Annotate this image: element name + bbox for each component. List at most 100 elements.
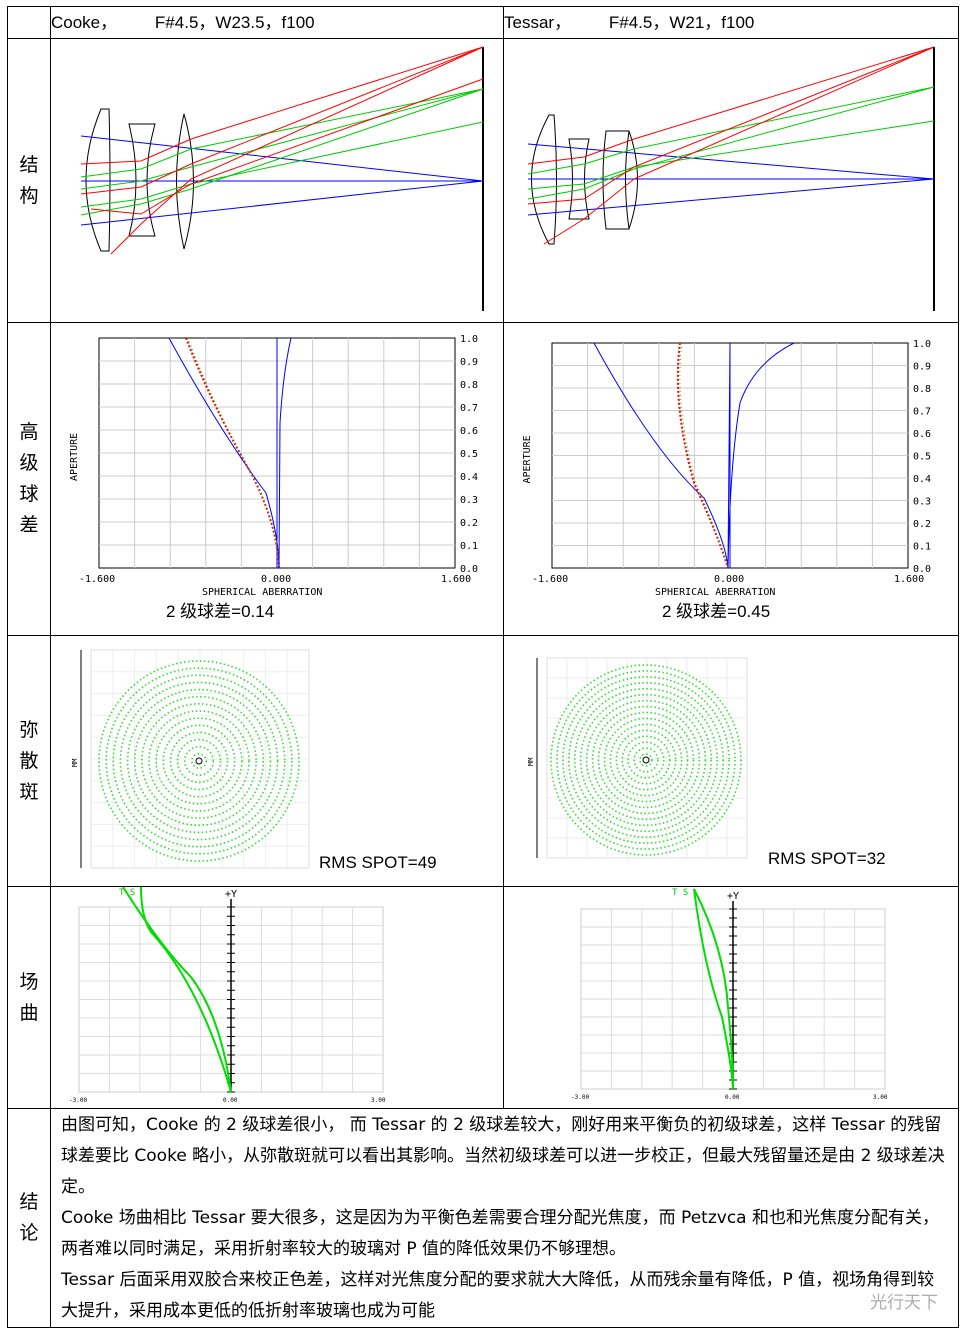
spot-ring (169, 731, 229, 791)
blue-curve (593, 342, 729, 569)
spot-ring (119, 681, 279, 841)
y-axis-label: APERTURE (69, 433, 80, 481)
sagittal-curve (693, 888, 734, 1090)
tangential-curve (122, 887, 232, 1093)
y-tick-label: 1.0 (460, 334, 478, 345)
spot-ring (597, 711, 695, 809)
y-tick-label: 0.2 (913, 519, 931, 530)
red-curve (676, 342, 729, 569)
watermark: 光行天下 (870, 1293, 938, 1313)
x-axis-label: SPHERICAL ABERRATION (655, 587, 775, 598)
tessar-lens-diagram (527, 46, 935, 311)
x-tick-label: 0.000 (261, 574, 291, 585)
cooke-spherical-caption: 2 级球差=0.14 (166, 602, 275, 621)
y-tick-label: 0.0 (460, 564, 478, 575)
spot-ring (627, 741, 665, 779)
spot-ring (162, 724, 236, 798)
y-tick-label: 0.7 (913, 407, 931, 418)
cooke-spherical-cell: 1.0 0.9 0.8 0.7 0.6 0.5 0.4 0.3 0.2 0.1 0.0 -1.600 0… (50, 322, 504, 636)
blue-curve (727, 342, 795, 569)
y-tick-label: 0.2 (460, 518, 478, 529)
x-tick-label: -3.00 (571, 1094, 589, 1101)
cooke-field-cell: +Y -3.00 0.00 3.00 T S (50, 886, 504, 1109)
row-label-char: 构 (19, 184, 39, 207)
spot-ring (573, 687, 719, 833)
row-label-char: 场 (19, 970, 39, 993)
row-label-char: 球 (19, 483, 39, 505)
y-tick-label: 1.0 (913, 339, 931, 350)
spot-ring (141, 703, 257, 819)
tangential-curve (693, 888, 734, 1090)
spot-ring (615, 729, 677, 791)
x-tick-label: 1.600 (441, 574, 471, 585)
row-label-spot: 弥 散 斑 (7, 635, 51, 887)
y-tick-label: 0.3 (460, 495, 478, 506)
spot-ring (550, 664, 742, 856)
tessar-spot-diagram: MM (527, 657, 748, 859)
y-tick-label: 0.6 (913, 429, 931, 440)
cooke-spot-diagram: MM (71, 649, 310, 869)
row-label-structure: 结 构 (7, 38, 51, 323)
row-label-char: 高 (19, 421, 39, 443)
x-tick-label: 1.600 (894, 574, 924, 585)
cooke-spot-cell: MM RMS SPOT=49 (50, 635, 504, 887)
tessar-field-cell: +Y -3.00 0.00 3.00 T S (503, 886, 959, 1109)
x-tick-label: 3.00 (873, 1094, 888, 1101)
y-tick-label: 0.8 (460, 380, 478, 391)
x-tick-label: 0.000 (714, 574, 744, 585)
comparison-table: Cooke， F#4.5，W23.5，f100 Tessar， F#4.5，W2… (7, 6, 959, 1328)
row-label-char: 斑 (19, 780, 39, 803)
y-tick-label: 0.9 (913, 362, 931, 373)
conclusion-paragraph-2: Cooke 场曲相比 Tessar 要大很多，这是因为为平衡色差需要合理分配光焦… (61, 1208, 939, 1259)
y-tick-label: 0.5 (460, 449, 478, 460)
conclusion-paragraph-1: 由图可知，Cooke 的 2 级球差很小， 而 Tessar 的 2 级球差较大… (61, 1115, 945, 1197)
x-tick-label: -3.00 (69, 1097, 87, 1104)
spot-ring (633, 747, 659, 773)
sagittal-curve (140, 887, 232, 1093)
tessar-layout-cell (503, 38, 959, 323)
y-tick-label: 0.3 (913, 497, 931, 508)
row-label-field: 场 曲 (7, 886, 51, 1109)
spot-ring (609, 723, 683, 797)
y-tick-label: 0.8 (913, 384, 931, 395)
y-tick-label: 0.6 (460, 426, 478, 437)
header-tessar: Tessar， F#4.5，W21，f100 (503, 6, 959, 39)
spot-ring (98, 660, 300, 862)
scale-label: MM (71, 759, 79, 767)
cooke-field-curvature-plot: +Y-3.00 0.00 3.00T S (69, 887, 386, 1104)
spot-ring (183, 745, 215, 777)
row-label-char: 结 (19, 1191, 39, 1213)
tessar-spherical-plot: 1.0 0.9 0.8 0.7 0.6 0.5 0.4 0.3 0.2 0.1 0.0 -1.600 0… (522, 339, 931, 598)
row-label-char: 曲 (19, 1001, 39, 1024)
blue-curve (727, 342, 731, 569)
y-tick-label: 0.0 (913, 564, 931, 575)
spot-ring (133, 695, 265, 827)
row-label-char: 论 (19, 1222, 39, 1244)
spot-ring (176, 738, 222, 784)
spot-ring (568, 682, 724, 838)
x-axis-label: SPHERICAL ABERRATION (202, 587, 322, 598)
y-axis-label: APERTURE (522, 435, 533, 483)
row-label-conclusion: 结 论 (7, 1108, 51, 1328)
conclusion-paragraph-3: Tessar 后面采用双胶合来校正色差，这样对光焦度分配的要求就大大降低，从而残… (61, 1270, 935, 1321)
cooke-spot-caption: RMS SPOT=49 (319, 853, 437, 872)
y-axis-label: +Y (225, 889, 237, 900)
y-tick-label: 0.9 (460, 357, 478, 368)
tessar-spot-caption: RMS SPOT=32 (768, 849, 886, 868)
header-corner (7, 6, 51, 39)
tessar-spot-cell: MM RMS SPOT=32 (503, 635, 959, 887)
spot-ring (621, 735, 671, 785)
y-tick-label: 0.4 (460, 472, 478, 483)
tessar-spherical-caption: 2 级球差=0.45 (662, 602, 771, 621)
spot-ring (105, 667, 293, 855)
spot-center (195, 757, 203, 765)
header-cooke: Cooke， F#4.5，W23.5，f100 (50, 6, 504, 39)
row-label-char: 差 (19, 514, 39, 536)
cooke-lens-diagram (80, 46, 484, 311)
row-label-char: 结 (19, 153, 39, 176)
green-curve (187, 337, 280, 569)
spot-ring (126, 688, 272, 834)
y-axis-label: +Y (727, 891, 739, 902)
blue-curve (278, 337, 292, 569)
row-label-spherical: 高 级 球 差 (7, 322, 51, 636)
